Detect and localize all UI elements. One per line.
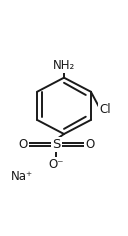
Text: Cl: Cl [99,103,111,116]
Text: Na⁺: Na⁺ [11,170,33,183]
Text: S: S [52,138,61,151]
Text: NH₂: NH₂ [53,59,75,72]
Text: O: O [85,138,94,151]
Text: O: O [18,138,28,151]
Text: O⁻: O⁻ [49,158,64,171]
